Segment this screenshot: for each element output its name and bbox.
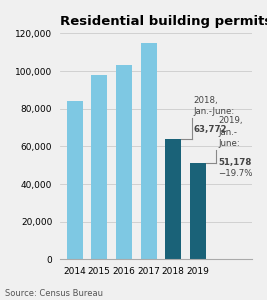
Bar bbox=[91, 75, 107, 260]
Text: 63,772: 63,772 bbox=[194, 125, 227, 134]
Text: Residential building permits statewide: Residential building permits statewide bbox=[60, 15, 267, 28]
Bar bbox=[67, 101, 83, 260]
Text: 51,178: 51,178 bbox=[218, 158, 252, 166]
Bar bbox=[116, 65, 132, 260]
Bar bbox=[140, 43, 156, 260]
Text: 2019,
Jan.-
June:: 2019, Jan.- June: bbox=[218, 116, 243, 148]
Text: Source: Census Bureau: Source: Census Bureau bbox=[5, 290, 103, 298]
Text: 2018,
Jan.-June:: 2018, Jan.-June: bbox=[194, 96, 235, 116]
Bar bbox=[165, 139, 181, 260]
Bar bbox=[190, 163, 206, 260]
Text: −19.7%: −19.7% bbox=[218, 169, 253, 178]
